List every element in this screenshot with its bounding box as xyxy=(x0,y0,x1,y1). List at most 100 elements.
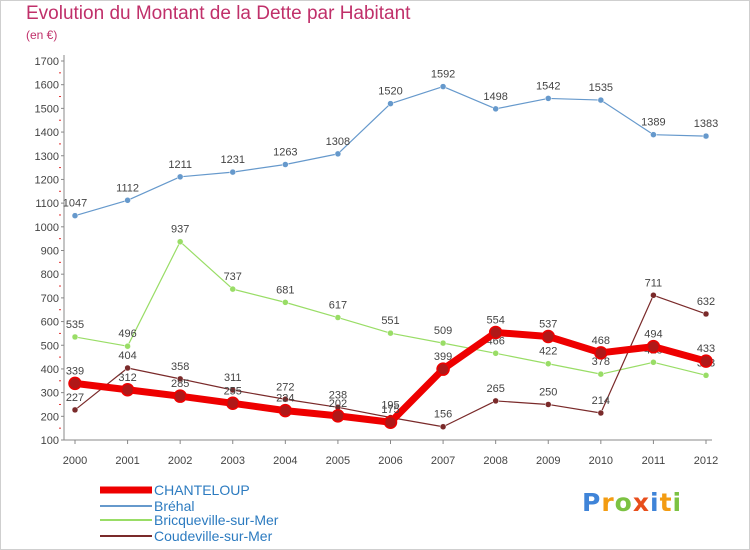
data-point xyxy=(702,372,710,379)
x-tick-label: 2011 xyxy=(642,455,666,467)
data-point xyxy=(492,350,499,357)
x-tick-label: 2010 xyxy=(589,455,613,467)
y-tick-label: 500 xyxy=(41,340,59,352)
data-point xyxy=(541,329,555,344)
data-label: 214 xyxy=(592,395,610,407)
data-label: 509 xyxy=(434,325,452,337)
data-point xyxy=(545,95,552,102)
y-tick-label: 1700 xyxy=(35,56,59,68)
data-label: 937 xyxy=(171,224,189,236)
data-point xyxy=(699,354,713,368)
data-point xyxy=(173,389,187,403)
y-tick-label: 200 xyxy=(41,411,59,423)
data-label: 535 xyxy=(66,319,84,331)
x-tick-label: 2002 xyxy=(168,455,192,467)
data-label: 433 xyxy=(697,343,715,355)
x-tick-label: 2003 xyxy=(221,455,245,467)
y-tick-label: 1100 xyxy=(35,198,59,210)
data-label: 1389 xyxy=(641,117,665,129)
y-tick-label: 100 xyxy=(41,435,59,447)
x-tick-label: 2007 xyxy=(431,455,455,467)
logo-letter: t xyxy=(659,488,673,517)
data-point xyxy=(229,168,236,176)
data-point xyxy=(650,359,657,366)
y-tick-label: 1600 xyxy=(35,80,59,92)
data-point xyxy=(124,197,131,204)
logo-letter: x xyxy=(632,488,650,517)
data-point xyxy=(176,173,184,181)
data-point xyxy=(176,375,184,383)
data-label: 1231 xyxy=(221,154,245,166)
data-label: 399 xyxy=(434,351,452,363)
y-tick-label: 1000 xyxy=(35,222,59,234)
data-label: 312 xyxy=(118,372,136,384)
data-point xyxy=(545,360,552,367)
data-point xyxy=(71,212,79,219)
data-point xyxy=(439,423,447,430)
data-point xyxy=(282,161,289,168)
data-point xyxy=(383,415,398,429)
data-label: 1047 xyxy=(63,198,87,210)
data-label: 175 xyxy=(381,404,399,416)
data-label: 1263 xyxy=(273,147,297,159)
legend-label: Bréhal xyxy=(154,498,194,514)
y-tick-label: 800 xyxy=(41,269,59,281)
data-label: 537 xyxy=(539,318,557,330)
data-label: 339 xyxy=(66,365,84,377)
data-label: 195 xyxy=(381,399,399,411)
data-point xyxy=(120,383,135,397)
data-label: 1535 xyxy=(589,82,613,94)
data-label: 358 xyxy=(171,361,189,373)
data-point xyxy=(439,83,447,90)
data-label: 202 xyxy=(329,398,347,410)
y-tick-label: 1400 xyxy=(35,127,59,139)
data-label: 737 xyxy=(224,271,242,283)
data-point xyxy=(650,292,657,299)
data-label: 378 xyxy=(592,356,610,368)
data-point xyxy=(492,105,499,113)
data-point xyxy=(436,362,450,376)
y-tick-label: 900 xyxy=(41,246,59,258)
data-point xyxy=(68,376,82,391)
data-point xyxy=(176,238,184,245)
data-point xyxy=(439,339,447,347)
data-label: 711 xyxy=(645,277,663,289)
data-label: 494 xyxy=(644,329,662,341)
data-label: 1542 xyxy=(536,80,560,92)
logo-letter: P xyxy=(582,488,602,517)
data-label: 227 xyxy=(66,392,84,404)
data-point xyxy=(492,397,499,405)
data-label: 156 xyxy=(434,409,452,421)
data-point xyxy=(124,342,131,350)
data-point xyxy=(334,150,342,158)
data-label: 551 xyxy=(381,315,399,327)
data-label: 1383 xyxy=(694,118,718,130)
data-point xyxy=(646,339,661,354)
data-label: 1592 xyxy=(431,69,455,81)
data-point xyxy=(71,406,79,414)
data-point xyxy=(702,310,710,318)
data-point xyxy=(331,409,345,423)
data-label: 238 xyxy=(329,389,347,401)
chart-subtitle: (en €) xyxy=(26,28,58,42)
data-label: 255 xyxy=(224,385,242,397)
data-point xyxy=(387,329,394,337)
x-tick-label: 2000 xyxy=(63,455,87,467)
data-label: 285 xyxy=(171,378,189,390)
x-tick-label: 2005 xyxy=(326,455,350,467)
data-point xyxy=(278,403,293,418)
x-tick-label: 2006 xyxy=(378,455,402,467)
data-label: 632 xyxy=(697,296,715,308)
data-point xyxy=(387,100,394,107)
logo-letter: o xyxy=(614,488,633,517)
legend-label: Bricqueville-sur-Mer xyxy=(154,512,279,528)
legend-label: Coudeville-sur-Mer xyxy=(154,528,273,544)
data-label: 1308 xyxy=(326,136,350,148)
proxiti-logo: Proxiti xyxy=(582,488,682,517)
data-label: 272 xyxy=(276,381,294,393)
x-tick-label: 2004 xyxy=(273,455,297,467)
y-tick-label: 700 xyxy=(41,293,59,305)
data-point xyxy=(334,314,342,321)
data-point xyxy=(282,396,289,403)
